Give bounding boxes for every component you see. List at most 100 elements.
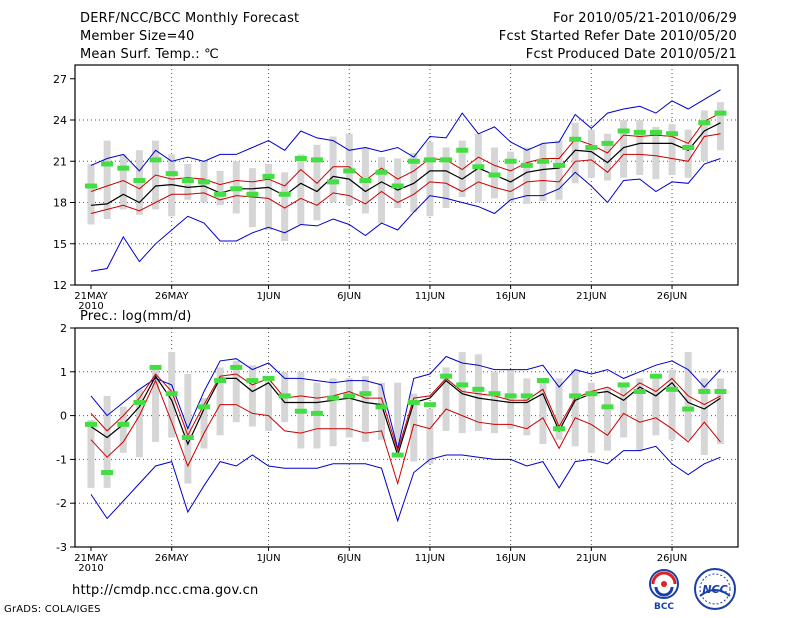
panel1-xtick-label: 11JUN: [415, 291, 445, 302]
panel2-spread-bar: [474, 354, 482, 431]
panel2-control-marker: [391, 452, 404, 458]
panel2-control-marker: [666, 386, 679, 392]
source-url[interactable]: http://cmdp.ncc.cma.gov.cn: [72, 583, 259, 598]
panel1-control-marker: [423, 157, 436, 163]
panel1-control-marker: [327, 179, 340, 185]
panel1-control-marker: [375, 169, 388, 175]
panel2-spread-bar: [103, 395, 111, 488]
panel2-control-marker: [569, 393, 582, 399]
panel1-spread-bar: [571, 122, 579, 184]
panel1-control-marker: [601, 140, 614, 146]
panel2-control-marker: [133, 399, 146, 405]
panel1-control-marker: [246, 191, 259, 197]
panel2-spread-bar: [119, 406, 127, 453]
panel2-ytick-label: 1: [60, 366, 67, 379]
panel1-xtick-label: 26JUN: [657, 291, 687, 302]
panel1-spread-bar: [507, 151, 515, 203]
grads-credit: GrADS: COLA/IGES: [4, 604, 101, 615]
panel2-control-marker: [343, 393, 356, 399]
panel1-xtick-label: 21MAY: [74, 291, 108, 302]
panel2-mean-line: [90, 375, 721, 458]
panel1-spread-bar: [458, 140, 466, 197]
panel2-xtick-label: 11JUN: [415, 553, 445, 564]
panel2-xtick-label: 21JUN: [576, 553, 606, 564]
panel2-control-marker: [85, 421, 97, 427]
panel2-control-marker: [230, 364, 243, 370]
panel1-control-marker: [633, 129, 646, 135]
panel1-control-marker: [682, 145, 695, 150]
panel1-xtick-label: 16JUN: [495, 291, 525, 302]
panel1-control-marker: [536, 158, 549, 164]
panel1-outer-high-line: [90, 89, 721, 172]
panel1-control-marker: [666, 131, 679, 137]
forecast-produced-date: Fcst Produced Date 2010/05/21: [525, 47, 737, 62]
panel1-control-marker: [359, 178, 372, 183]
precipitation-variable-label: Prec.: log(mm/d): [80, 309, 192, 324]
panel2-inner-high-line: [90, 373, 721, 453]
panel1-spread-bar: [700, 110, 708, 162]
panel2-control-marker: [536, 378, 549, 384]
panel1-year-label: 2010: [78, 301, 103, 312]
panel2-control-marker: [504, 393, 517, 399]
panel2-spread-bar: [458, 352, 466, 434]
panel1-control-marker: [181, 178, 194, 183]
panel1-frame: [74, 64, 739, 286]
panel1-control-marker: [262, 173, 275, 179]
panel1-mean-line: [90, 122, 721, 206]
panel1-ytick-label: 12: [53, 279, 67, 292]
panel1-spread-bar: [652, 126, 660, 180]
panel2-spread-bar: [232, 360, 240, 423]
ncc-logo-text: NCC: [702, 583, 727, 596]
panel1-control-marker: [230, 186, 243, 192]
panel2-spread-bar: [329, 378, 337, 447]
panel2-xtick-label: 21MAY: [74, 553, 108, 564]
panel2-ytick-label: -3: [56, 541, 67, 554]
panel1-spread-bar: [216, 170, 224, 206]
panel2-outer-high-line: [90, 355, 721, 449]
panel1-spread-bar: [313, 144, 321, 221]
panel2-ytick-label: -2: [56, 497, 67, 510]
panel1-spread-bar: [603, 133, 611, 181]
panel2-control-marker: [310, 410, 323, 416]
panel1-control-marker: [343, 168, 356, 174]
panel1-xtick-label: 1JUN: [256, 291, 280, 302]
bcc-logo-text: BCC: [654, 602, 674, 612]
panel2-spread-bar: [507, 369, 515, 429]
panel1-ytick-label: 24: [53, 114, 67, 127]
forecast-period: For 2010/05/21-2010/06/29: [553, 11, 737, 26]
panel2-xtick-label: 26JUN: [657, 553, 687, 564]
panel2-control-marker: [246, 378, 259, 384]
panel2-control-marker: [197, 404, 210, 410]
panel2-spread-bar: [636, 378, 644, 451]
panel2-spread-bar: [345, 378, 353, 438]
panel2-control-marker: [682, 406, 695, 412]
panel1-spread-bar: [281, 172, 289, 241]
panel1-control-marker: [117, 165, 130, 171]
panel1-spread-bar: [168, 154, 176, 217]
panel2-spread-bar: [620, 387, 628, 438]
panel2-spread-bar: [668, 369, 676, 440]
panel1-xtick-label: 26MAY: [155, 291, 189, 302]
panel1-control-marker: [214, 191, 227, 197]
panel2-spread-bar: [587, 382, 595, 453]
panel1-spread-bar: [297, 154, 305, 225]
panel2-control-marker: [617, 382, 630, 388]
panel1-spread-bar: [248, 168, 256, 228]
panel1-control-marker: [407, 158, 420, 164]
panel2-spread-bar: [361, 376, 369, 442]
panel2-year-label: 2010: [78, 563, 103, 574]
bcc-logo: BCC: [649, 569, 679, 612]
panel2-control-marker: [633, 389, 646, 395]
panel1-spread-bar: [716, 102, 724, 151]
panel1-xtick-label: 6JUN: [337, 291, 361, 302]
panel2-control-marker: [488, 391, 501, 397]
panel2-ytick-label: 0: [60, 410, 67, 423]
panel1-control-marker: [488, 172, 501, 178]
panel2-spread-bar: [265, 376, 273, 431]
panel1-control-marker: [714, 110, 727, 116]
panel2-spread-bar: [700, 378, 708, 456]
panel1-control-marker: [165, 171, 178, 177]
panel1-control-marker: [294, 156, 307, 161]
panel2-control-marker: [117, 421, 130, 427]
panel1-control-marker: [197, 179, 210, 185]
